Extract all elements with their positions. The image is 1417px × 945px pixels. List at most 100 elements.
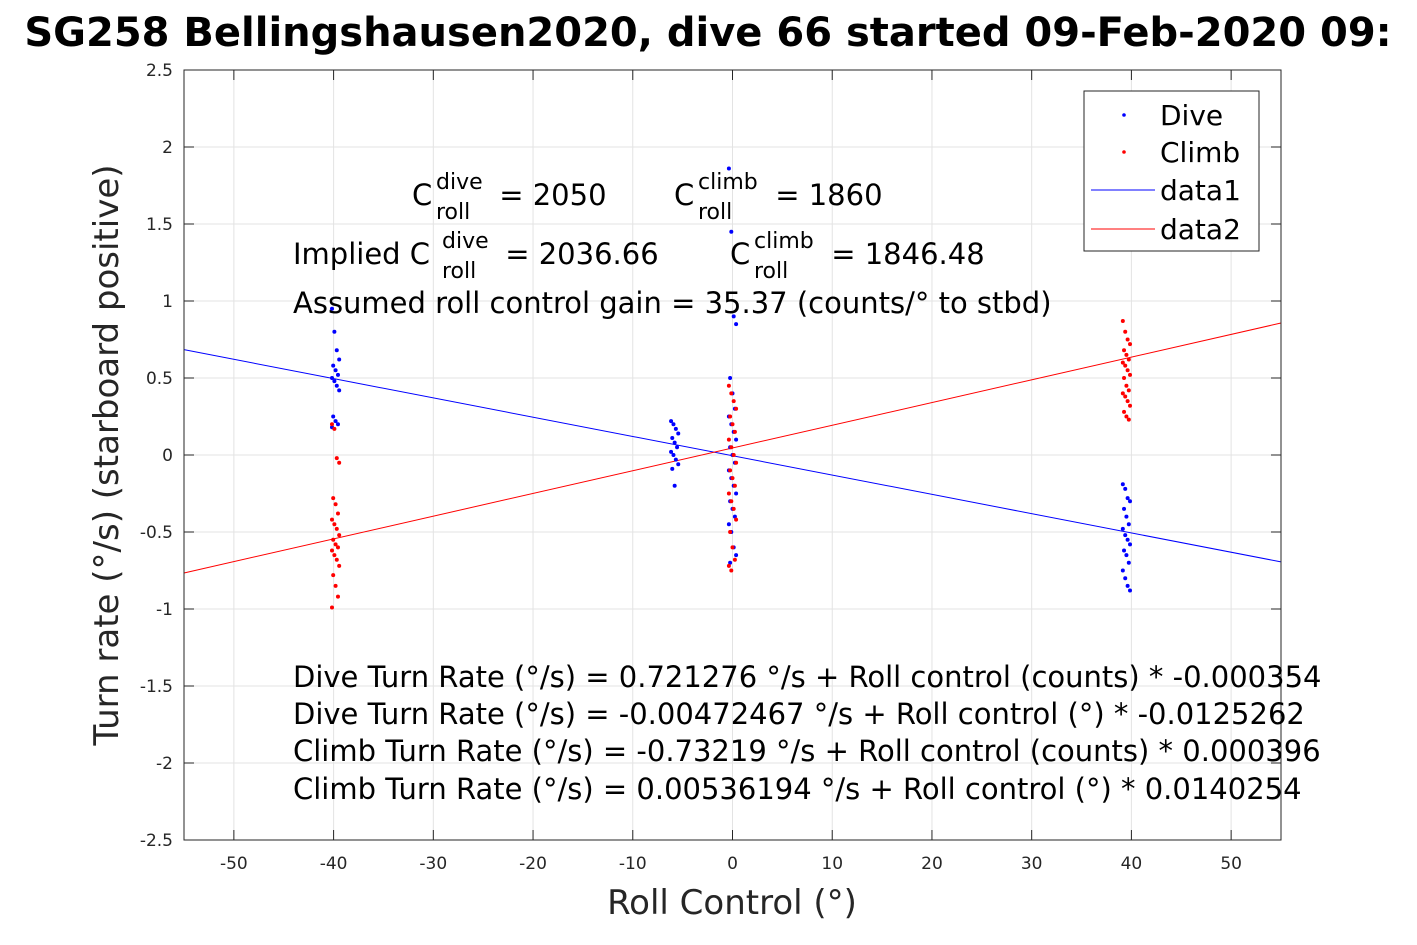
y-tick-label: 2 [162,138,173,158]
annotation-c-climb: C climb roll = 1860 [674,170,883,225]
point-climb [729,445,734,450]
y-tick-label: -1 [156,600,173,620]
point-dive [734,553,739,558]
point-climb [333,502,338,507]
legend: Dive Climb data1 data2 [1083,90,1260,252]
point-climb [1123,329,1128,334]
point-climb [335,545,340,550]
point-dive [1120,526,1125,531]
point-climb [1128,403,1133,408]
point-dive [1123,576,1128,581]
point-climb [329,517,334,522]
point-climb [337,563,342,568]
point-dive [728,376,733,380]
point-climb [728,468,733,473]
point-climb [1120,391,1125,396]
point-dive [675,445,680,450]
point-dive [673,457,678,462]
point-climb [332,426,337,431]
roll-gain-annotation: Assumed roll control gain = 35.37 (count… [293,286,1052,320]
point-dive [1120,482,1125,487]
y-tick-label: 0 [162,446,173,466]
x-tick-label: -30 [419,854,447,874]
point-climb [335,511,340,516]
point-dive [331,363,336,368]
point-climb [732,557,737,562]
point-climb [1123,394,1128,399]
point-climb [728,414,733,419]
x-tick-label: -40 [320,854,348,874]
point-dive [1125,537,1130,542]
implied-climb-base: C [730,237,750,271]
x-tick-label: 30 [1021,854,1043,874]
legend-data1-label: data1 [1160,174,1241,207]
point-climb [334,526,339,531]
point-dive [1128,542,1133,547]
point-climb [730,545,735,550]
point-dive [333,419,338,424]
point-dive [732,514,737,519]
point-dive [671,453,676,457]
point-dive [1120,568,1125,573]
point-climb [730,422,735,427]
point-climb [332,522,337,527]
point-climb [1123,363,1128,368]
point-dive [1128,499,1133,504]
point-dive [734,322,739,327]
y-axis-label: Turn rate (°/s) (starboard positive) [87,164,127,746]
point-climb [1122,376,1127,380]
point-dive [729,229,734,234]
c-dive-value: = 2050 [490,178,607,212]
point-dive [734,437,739,442]
legend-climb-marker [1122,150,1126,154]
y-tick-label: -1.5 [140,677,173,697]
point-dive [676,431,681,436]
x-tick-label: 50 [1220,854,1242,874]
point-dive [1122,506,1127,511]
point-climb [1120,319,1125,324]
point-dive [329,376,334,380]
legend-dive-marker [1122,113,1126,117]
x-tick-label: -10 [619,854,647,874]
x-tick-label: 40 [1121,854,1143,874]
point-dive [728,560,733,565]
point-dive [1124,514,1129,519]
point-dive [337,357,342,362]
y-tick-label: 0.5 [146,369,173,389]
point-dive [333,368,338,373]
point-climb [726,383,731,388]
annotation-c-dive: C dive roll = 2050 [412,170,607,225]
point-dive [1123,486,1128,491]
y-tick-label: -0.5 [140,523,173,543]
point-climb [1122,409,1127,414]
point-climb [333,542,338,547]
point-dive [1123,533,1128,538]
point-climb [731,399,736,404]
point-dive [331,414,336,419]
c-climb-base: C [674,178,694,212]
x-tick-label: -50 [220,854,248,874]
point-climb [337,533,342,538]
point-dive [670,436,675,441]
point-climb [1125,368,1130,373]
point-climb [732,483,737,488]
point-climb [331,496,336,501]
equation-climb-counts: Climb Turn Rate (°/s) = -0.73219 °/s + R… [293,734,1321,768]
y-tick-label: 1 [162,292,173,312]
point-climb [331,573,336,578]
point-climb [731,506,736,511]
implied-climb-sup: climb [754,229,814,254]
x-axis-label: Roll Control (°) [607,883,857,923]
point-dive [673,426,678,431]
point-climb [1120,360,1125,365]
axis-ticks: -50 -40 -30 -20 -10 0 10 20 30 40 50-2.5-2-1.5-1-0… [140,61,1281,874]
point-climb [337,460,342,465]
point-dive [332,379,337,384]
point-climb [731,453,736,457]
point-dive [337,388,342,393]
point-climb [734,406,739,411]
point-climb [329,548,334,553]
implied-dive-value: = 2036.66 [496,237,659,271]
point-climb [728,530,733,534]
equation-dive-counts: Dive Turn Rate (°/s) = 0.721276 °/s + Ro… [293,660,1321,694]
